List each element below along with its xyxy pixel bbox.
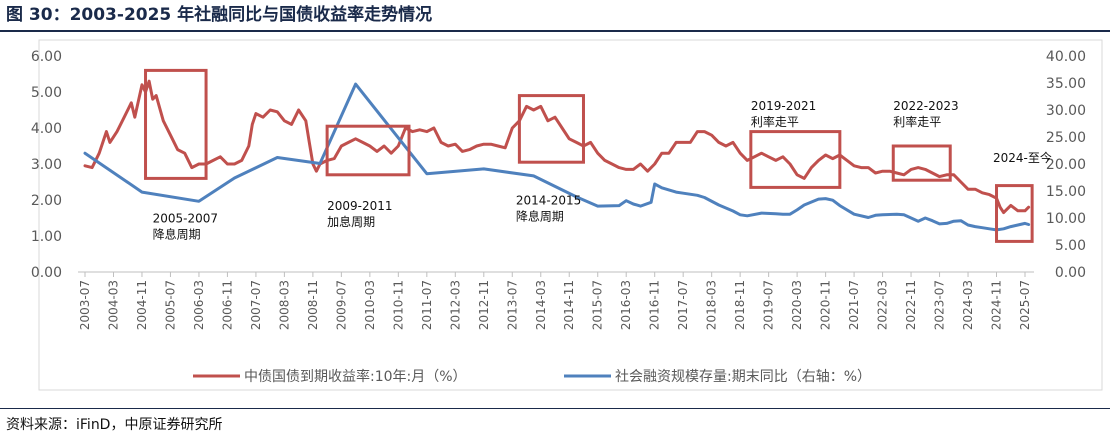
x-tick-label: 2003-07	[78, 280, 92, 330]
x-tick-label: 2009-07	[334, 280, 348, 330]
y-left-tick-label: 0.00	[31, 265, 62, 281]
annotation-label: 2014-2015	[516, 193, 581, 207]
y-left-tick-label: 3.00	[31, 157, 62, 173]
x-tick-label: 2014-03	[534, 280, 548, 330]
x-tick-label: 2013-07	[505, 280, 519, 330]
annotation-label: 降息周期	[153, 226, 201, 241]
x-tick-label: 2020-03	[790, 280, 804, 330]
annotation-label: 利率走平	[751, 114, 799, 129]
x-tick-label: 2014-11	[562, 280, 576, 330]
series-lines	[83, 79, 1031, 232]
annotation-label: 2019-2021	[751, 99, 816, 113]
x-tick-label: 2021-07	[847, 280, 861, 330]
y-left-tick-label: 1.00	[31, 229, 62, 245]
highlight-box-box1	[144, 68, 208, 180]
x-tick-label: 2006-03	[192, 280, 206, 330]
y-right-tick-label: 25.00	[1046, 130, 1086, 146]
x-tick-label: 2024-03	[961, 280, 975, 330]
y-left-tick-label: 2.00	[31, 193, 62, 209]
bond-yield-line	[83, 79, 1031, 215]
y-right-tick-label: 15.00	[1046, 184, 1086, 200]
x-tick-label: 2015-07	[591, 280, 605, 330]
x-tick-label: 2024-11	[990, 280, 1004, 330]
x-tick-label: 2016-03	[619, 280, 633, 330]
x-tick-label: 2018-03	[705, 280, 719, 330]
x-tick-label: 2008-03	[277, 280, 291, 330]
legend: 中债国债到期收益率:10年:月（%） 社会融资规模存量:期末同比（右轴：%）	[193, 368, 871, 385]
y-right-tick-label: 0.00	[1055, 265, 1086, 281]
x-tick-label: 2006-11	[220, 280, 234, 330]
x-tick-label: 2017-07	[676, 280, 690, 330]
annotation-label: 降息周期	[516, 208, 564, 223]
y-left-tick-label: 6.00	[31, 49, 62, 65]
highlight-box-box2	[325, 124, 411, 177]
x-tick-label: 2016-11	[648, 280, 662, 330]
x-tick-label: 2022-11	[904, 280, 918, 330]
source-note: 资料来源：iFinD，中原证券研究所	[6, 417, 223, 433]
y-right-tick-label: 5.00	[1055, 238, 1086, 254]
legend-label-1: 中债国债到期收益率:10年:月（%）	[244, 368, 467, 385]
footer-divider	[0, 408, 1110, 409]
y-left-tick-label: 4.00	[31, 121, 62, 137]
annotation-label: 2022-2023	[893, 99, 958, 113]
highlight-box-box4	[749, 130, 842, 189]
y-right-tick-label: 30.00	[1046, 103, 1086, 119]
y-right-tick-label: 10.00	[1046, 211, 1086, 227]
chart-frame	[38, 39, 1103, 391]
x-tick-label: 2010-11	[391, 280, 405, 330]
x-tick-label: 2019-07	[762, 280, 776, 330]
x-tick-label: 2023-07	[933, 280, 947, 330]
annotation-label: 2005-2007	[153, 211, 218, 225]
title-divider	[0, 30, 1110, 32]
annotation-label: 2024-至今	[993, 150, 1052, 165]
x-tick-label: 2012-11	[477, 280, 491, 330]
y-right-tick-label: 35.00	[1046, 76, 1086, 92]
x-tick-label: 2025-07	[1018, 280, 1032, 330]
y-left-ticks: 0.00 1.00 2.00 3.00 4.00 5.00 6.00	[31, 49, 62, 281]
y-right-ticks: 0.00 5.00 10.00 15.00 20.00 25.00 30.00 35.00 40…	[1046, 49, 1086, 281]
x-tick-label: 2004-11	[135, 280, 149, 330]
highlight-box-box5	[891, 144, 952, 182]
x-tick-label: 2011-07	[420, 280, 434, 330]
x-tick-label: 2010-03	[363, 280, 377, 330]
legend-label-2: 社会融资规模存量:期末同比（右轴：%）	[615, 369, 871, 385]
highlight-box-box3	[517, 94, 585, 164]
x-tick-label: 2012-03	[448, 280, 462, 330]
x-tick-label: 2020-11	[819, 280, 833, 330]
x-tick-label: 2007-07	[249, 280, 263, 330]
x-tick-label: 2005-07	[163, 280, 177, 330]
x-axis-ticks: 2003-07 2004-03 2004-11 2005-07 2006-03 2006-…	[78, 272, 1032, 330]
x-tick-label: 2008-11	[306, 280, 320, 330]
x-tick-label: 2022-03	[876, 280, 890, 330]
figure-title: 图 30：2003-2025 年社融同比与国债收益率走势情况	[6, 5, 433, 25]
x-tick-label: 2018-11	[733, 280, 747, 330]
highlight-box-box6	[995, 184, 1034, 243]
annotations: 2005-2007降息周期2009-2011加息周期2014-2015降息周期2…	[144, 68, 1052, 243]
annotation-label: 加息周期	[327, 214, 375, 229]
y-right-tick-label: 40.00	[1046, 49, 1086, 65]
x-tick-label: 2004-03	[106, 280, 120, 330]
annotation-label: 2009-2011	[327, 199, 392, 213]
y-left-tick-label: 5.00	[31, 85, 62, 101]
annotation-label: 利率走平	[893, 114, 941, 129]
social-financing-line	[83, 82, 1031, 232]
y-right-tick-label: 20.00	[1046, 157, 1086, 173]
